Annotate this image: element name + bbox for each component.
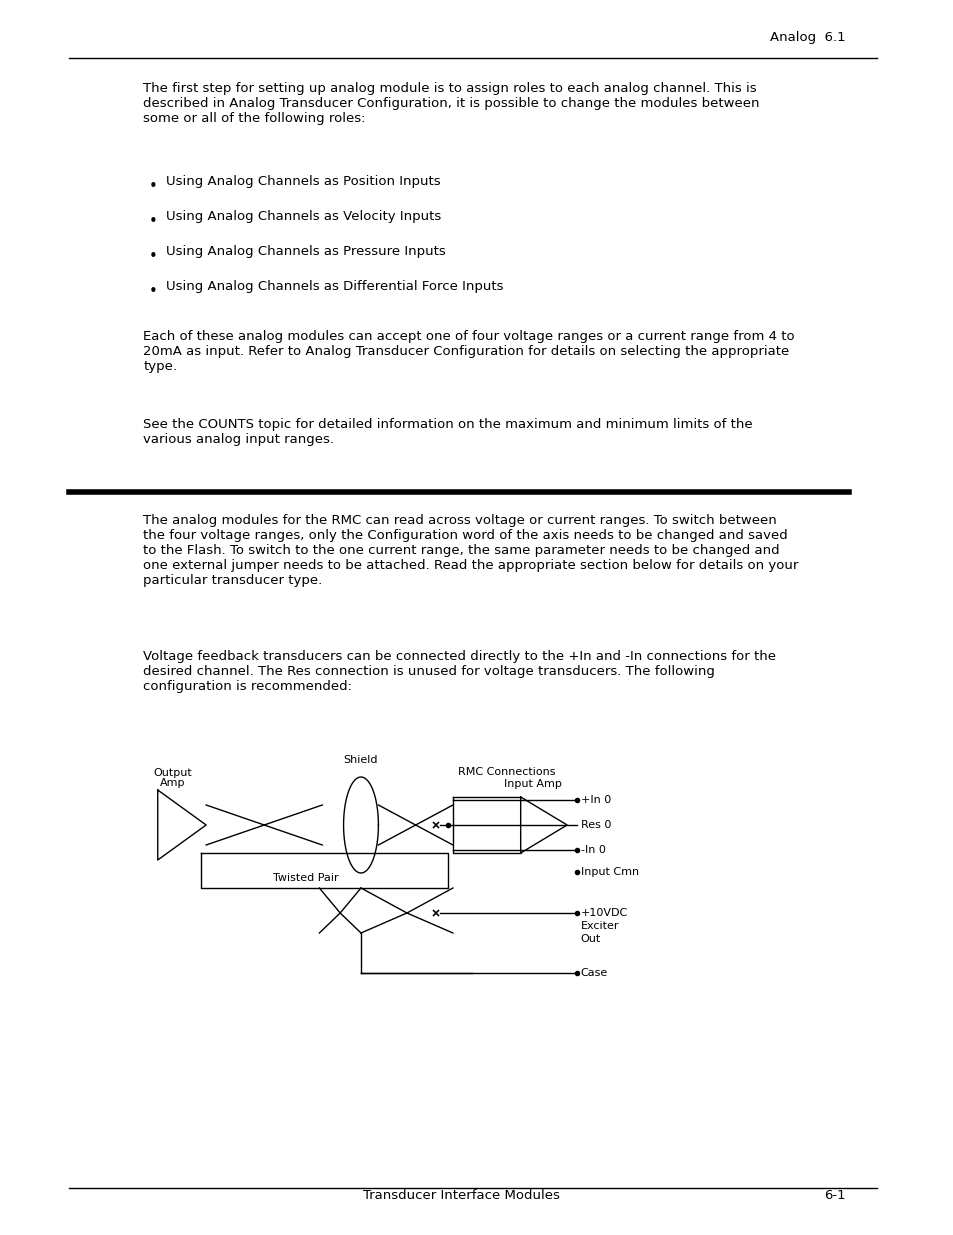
Text: Voltage feedback transducers can be connected directly to the +In and -In connec: Voltage feedback transducers can be conn… [143, 650, 776, 693]
Text: Each of these analog modules can accept one of four voltage ranges or a current : Each of these analog modules can accept … [143, 330, 794, 373]
Text: -In 0: -In 0 [580, 845, 605, 855]
Text: Amp: Amp [159, 778, 185, 788]
Text: Output: Output [152, 768, 192, 778]
Text: •: • [149, 214, 157, 228]
Text: Transducer Interface Modules: Transducer Interface Modules [363, 1189, 559, 1202]
Text: Using Analog Channels as Differential Force Inputs: Using Analog Channels as Differential Fo… [166, 280, 503, 293]
Text: The first step for setting up analog module is to assign roles to each analog ch: The first step for setting up analog mod… [143, 82, 759, 125]
Polygon shape [520, 797, 566, 853]
Text: Case: Case [580, 968, 607, 978]
Text: Using Analog Channels as Position Inputs: Using Analog Channels as Position Inputs [166, 175, 440, 188]
Polygon shape [343, 777, 378, 873]
Text: Input Cmn: Input Cmn [580, 867, 639, 877]
Text: See the COUNTS topic for detailed information on the maximum and minimum limits : See the COUNTS topic for detailed inform… [143, 417, 752, 446]
Text: •: • [149, 284, 157, 299]
Text: +In 0: +In 0 [580, 795, 610, 805]
Text: Analog  6.1: Analog 6.1 [769, 31, 845, 44]
Text: Input Amp: Input Amp [504, 779, 561, 789]
Text: Shield: Shield [343, 755, 377, 764]
Text: •: • [149, 249, 157, 264]
Text: Out: Out [580, 934, 600, 944]
Text: 6-1: 6-1 [823, 1189, 845, 1202]
Text: Twisted Pair: Twisted Pair [273, 873, 337, 883]
Text: RMC Connections: RMC Connections [457, 767, 555, 777]
Text: Using Analog Channels as Velocity Inputs: Using Analog Channels as Velocity Inputs [166, 210, 441, 224]
Text: +10VDC: +10VDC [580, 908, 627, 918]
Text: The analog modules for the RMC can read across voltage or current ranges. To swi: The analog modules for the RMC can read … [143, 514, 798, 587]
Text: •: • [149, 179, 157, 194]
Text: Res 0: Res 0 [580, 820, 611, 830]
Text: Using Analog Channels as Pressure Inputs: Using Analog Channels as Pressure Inputs [166, 245, 446, 258]
Text: Exciter: Exciter [580, 921, 618, 931]
Polygon shape [157, 790, 206, 860]
